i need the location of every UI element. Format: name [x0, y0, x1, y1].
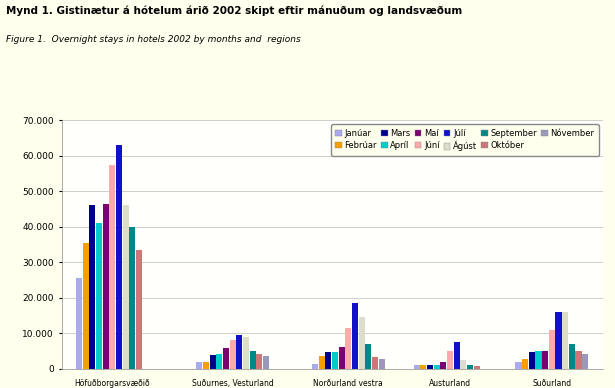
Bar: [454, 342, 460, 369]
Bar: [229, 340, 236, 369]
Bar: [319, 356, 325, 369]
Bar: [569, 344, 575, 369]
Bar: [203, 362, 209, 369]
Legend: Janúar, Febrúar, Mars, Apríl, Maí, Júní, Júlí, Ágúst, September, Október, Nóvemb: Janúar, Febrúar, Mars, Apríl, Maí, Júní,…: [331, 125, 598, 156]
Bar: [467, 365, 473, 369]
Bar: [536, 351, 542, 369]
Text: Austurland: Austurland: [429, 379, 471, 388]
Bar: [236, 335, 242, 369]
Bar: [529, 352, 535, 369]
Bar: [243, 337, 249, 369]
Bar: [474, 367, 480, 369]
Bar: [378, 359, 384, 369]
Bar: [522, 359, 528, 369]
Bar: [332, 352, 338, 369]
Bar: [515, 362, 522, 369]
Text: Figure 1.  Overnight stays in hotels 2002 by months and  regions: Figure 1. Overnight stays in hotels 2002…: [6, 35, 301, 44]
Bar: [122, 205, 129, 369]
Bar: [434, 365, 440, 369]
Bar: [549, 329, 555, 369]
Bar: [555, 312, 561, 369]
Bar: [223, 348, 229, 369]
Bar: [89, 205, 95, 369]
Bar: [109, 165, 116, 369]
Text: Suðurland: Suðurland: [532, 379, 571, 388]
Bar: [440, 362, 446, 369]
Bar: [359, 317, 365, 369]
Bar: [312, 364, 318, 369]
Bar: [129, 227, 135, 369]
Text: Mynd 1. Gistinætur á hótelum árið 2002 skipt eftir mánuðum og landsvæðum: Mynd 1. Gistinætur á hótelum árið 2002 s…: [6, 6, 462, 16]
Text: Norðurland vestra
og eystra: Norðurland vestra og eystra: [314, 379, 383, 388]
Bar: [372, 357, 378, 369]
Bar: [325, 352, 331, 369]
Bar: [216, 354, 223, 369]
Bar: [414, 365, 420, 369]
Bar: [196, 362, 202, 369]
Bar: [82, 242, 89, 369]
Bar: [562, 312, 568, 369]
Bar: [447, 351, 453, 369]
Text: Suðurnes, Vesturland
og Vestfirðir: Suðurnes, Vesturland og Vestfirðir: [192, 379, 274, 388]
Bar: [582, 354, 588, 369]
Bar: [365, 344, 371, 369]
Bar: [250, 351, 256, 369]
Bar: [96, 223, 102, 369]
Bar: [76, 278, 82, 369]
Bar: [420, 365, 426, 369]
Bar: [542, 351, 548, 369]
Bar: [427, 365, 433, 369]
Bar: [136, 250, 142, 369]
Bar: [256, 354, 263, 369]
Bar: [576, 351, 582, 369]
Bar: [460, 360, 466, 369]
Bar: [210, 355, 216, 369]
Text: Höfuðborgarsvæðið: Höfuðborgarsvæðið: [74, 379, 150, 388]
Bar: [116, 145, 122, 369]
Bar: [345, 328, 351, 369]
Bar: [339, 346, 344, 369]
Bar: [352, 303, 358, 369]
Bar: [103, 204, 109, 369]
Bar: [263, 356, 269, 369]
